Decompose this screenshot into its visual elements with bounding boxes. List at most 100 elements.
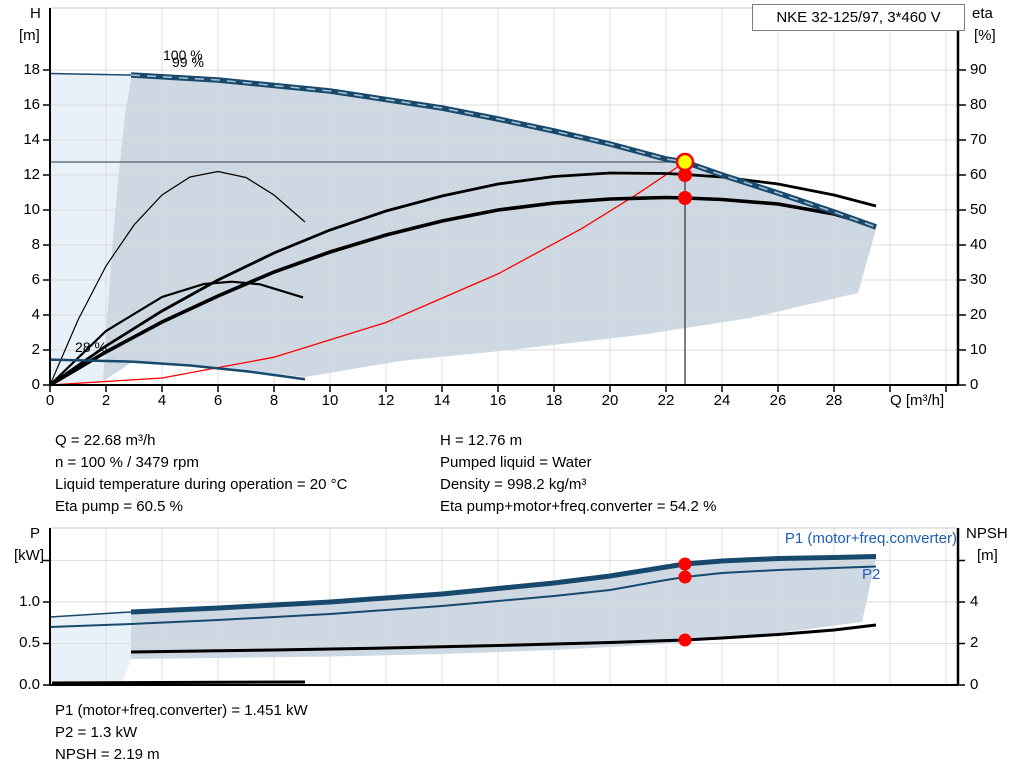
h-axis-unit: [m] [19,27,40,44]
h-tick: 0 [31,376,40,393]
info-line: Eta pump+motor+freq.converter = 54.2 % [440,498,717,515]
q-tick: 10 [321,392,339,409]
envelope-region [103,78,876,381]
pump-curve-100-leadin [49,72,132,76]
q-tick: 20 [601,392,619,409]
info-panel-left: Q = 22.68 m³/h n = 100 % / 3479 rpm Liqu… [55,430,347,518]
p-tick: 0.0 [19,676,40,693]
speed-label-99: 99 % [172,54,204,70]
h-tick: 4 [31,306,40,323]
power-npsh-chart [43,527,965,686]
h-tick: 8 [31,236,40,253]
npsh-axis-title: NPSH [966,525,1008,542]
eta-tick: 90 [970,61,987,78]
info-line: Eta pump = 60.5 % [55,498,183,515]
p-axis-unit: [kW] [14,547,44,564]
eta-tick: 50 [970,201,987,218]
info-line: NPSH = 2.19 m [55,746,160,763]
info-panel-right: H = 12.76 m Pumped liquid = Water Densit… [440,430,716,518]
power-grid-horizontal [50,560,958,644]
min-speed-stub [51,680,306,685]
info-line: Q = 22.68 m³/h [55,432,156,449]
h-axis-title: H [30,5,41,22]
q-tick: 22 [657,392,675,409]
q-tick: 16 [489,392,507,409]
pump-curve-100-dash [130,74,877,228]
x-axis-ticks [49,385,947,392]
power-envelope-light-wedge [50,612,131,684]
h-tick: 2 [31,341,40,358]
npsh-axis-unit: [m] [977,547,998,564]
p1-curve-leadin [49,611,132,618]
q-tick: 6 [213,392,223,409]
h-tick: 12 [23,166,40,183]
eta-tick: 80 [970,96,987,113]
eta-total-curve [49,195,877,387]
npsh-tick: 0 [970,676,979,693]
q-tick: 24 [713,392,731,409]
p1-point [678,557,692,571]
h-tick: 10 [23,201,40,218]
npsh-tick: 2 [970,634,979,651]
eta-pump-point [678,168,692,182]
power-envelope-region [131,558,876,659]
bottom-info-panel: P1 (motor+freq.converter) = 1.451 kW P2 … [55,700,308,766]
speed-label-28: 28 % [75,339,107,355]
h-axis-ticks [43,69,50,386]
q-tick: 4 [157,392,167,409]
eta-axis-unit: [%] [974,27,996,44]
q-tick: 18 [545,392,563,409]
pump-title-box: NKE 32-125/97, 3*460 V [752,4,965,31]
p-tick: 1.0 [19,593,40,610]
info-line: Density = 998.2 kg/m³ [440,476,587,493]
q-tick: 12 [377,392,395,409]
eta-tick: 0 [970,376,979,393]
eta-tick: 40 [970,236,987,253]
eta-tick: 70 [970,131,987,148]
duty-point-marker [675,152,695,172]
speed-label-100: 100 % [163,47,203,63]
info-line: H = 12.76 m [440,432,523,449]
eta-tick: 10 [970,341,987,358]
h-tick: 18 [23,61,40,78]
q-tick: 0 [45,392,55,409]
p1-legend-label: P1 (motor+freq.converter) [784,530,957,547]
eta-axis-ticks [958,69,966,386]
h-tick: 6 [31,271,40,288]
pump-curve-28 [49,358,306,381]
p-axis-ticks [43,559,50,686]
eta-tick: 60 [970,166,987,183]
p2-point [678,570,692,584]
npsh-point [678,633,692,647]
npsh-tick: 4 [970,593,979,610]
eta-tick: 20 [970,306,987,323]
info-line: P2 = 1.3 kW [55,724,138,741]
eta-tick: 30 [970,271,987,288]
info-line: P1 (motor+freq.converter) = 1.451 kW [55,702,308,719]
info-line: Pumped liquid = Water [440,454,592,471]
info-line: Liquid temperature during operation = 20… [55,476,348,493]
hq-eta-chart [43,7,966,392]
q-tick: 2 [101,392,111,409]
npsh-axis-ticks [958,559,965,686]
h-tick: 16 [23,96,40,113]
p-axis-title: P [30,525,41,542]
p1-curve [130,554,877,615]
q-tick: 26 [769,392,787,409]
p2-legend-label: P2 [862,566,881,583]
q-tick: 28 [825,392,843,409]
q-axis-title: Q [m³/h] [890,392,945,409]
info-line: n = 100 % / 3479 rpm [55,454,199,471]
npsh-curve [130,623,877,654]
eta-axis-title: eta [972,5,993,22]
h-tick: 14 [23,131,40,148]
q-tick: 14 [433,392,451,409]
envelope-light-wedge [50,73,131,385]
q-tick: 8 [269,392,279,409]
eta-bell-thin [49,170,306,386]
p-tick: 0.5 [19,634,40,651]
eta-bell-small [49,280,304,386]
eta-total-point [678,191,692,205]
p2-curve [49,565,877,628]
